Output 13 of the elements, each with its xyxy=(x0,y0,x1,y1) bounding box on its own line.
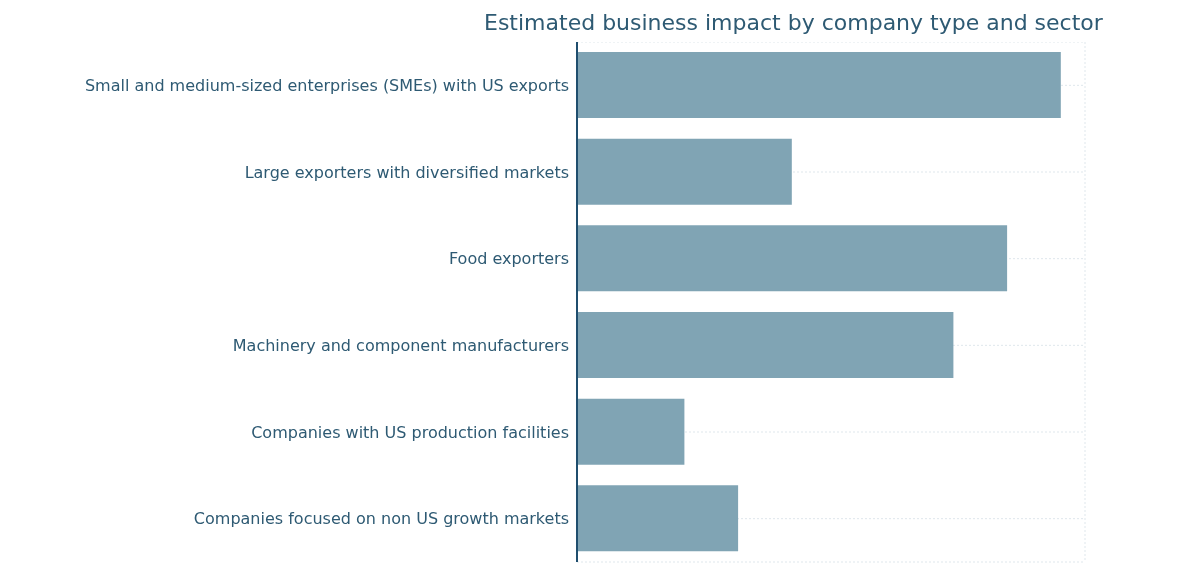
y-tick-label: Small and medium-sized enterprises (SMEs) with US exports xyxy=(84,76,569,96)
y-tick-label: Machinery and component manufacturers xyxy=(232,336,569,356)
bar xyxy=(577,138,792,205)
y-tick-label: Companies focused on non US growth markets xyxy=(193,509,569,529)
bar xyxy=(577,485,739,552)
bar xyxy=(577,52,1061,118)
y-tick-label: Food exporters xyxy=(448,249,569,269)
bar xyxy=(577,398,685,465)
y-tick-label: Large exporters with diversified markets xyxy=(244,162,569,182)
bar xyxy=(577,225,1008,292)
chart-title: Estimated business impact by company type and sector xyxy=(484,10,1103,35)
y-tick-label: Companies with US production facilities xyxy=(251,422,569,442)
bar xyxy=(577,312,954,378)
